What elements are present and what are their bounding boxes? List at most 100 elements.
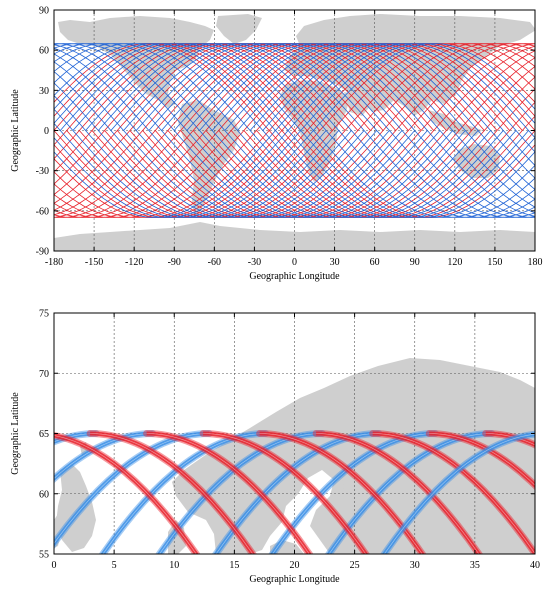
- ground-track-descending: [161, 43, 535, 218]
- ground-track-ascending: [167, 43, 535, 218]
- ground-track-descending: [54, 130, 276, 218]
- europe-track-chart: 0 5 10 15 20 25 30 35 40 55 60 65 70 75 Geographic L…: [10, 309, 550, 586]
- y-tick-label: 30: [39, 86, 49, 97]
- landmass-denmark: [168, 520, 186, 554]
- landmass-kola: [430, 372, 500, 404]
- world-track-chart: -180 -150 -120 -90 -60 -30 0 30 60 90 120 150 180 -9…: [10, 6, 543, 283]
- x-tick-label: -90: [168, 257, 181, 268]
- track-band-highlight: [90, 433, 254, 554]
- x-tick-label: 120: [447, 257, 462, 268]
- track-band-highlight: [203, 433, 367, 554]
- ground-track-ascending: [218, 57, 535, 218]
- x-tick-label: 40: [530, 560, 540, 571]
- ground-track-ascending: [230, 65, 535, 218]
- ground-track-ascending: [243, 76, 535, 218]
- y-tick-label: 60: [39, 489, 49, 500]
- ground-track-descending: [287, 43, 535, 139]
- x-tick-label: 10: [169, 560, 179, 571]
- y-tick-label: 60: [39, 46, 49, 57]
- x-axis-label-1: Geographic Longitude: [249, 271, 340, 282]
- ground-track-ascending: [192, 45, 535, 218]
- x-tick-label: 5: [112, 560, 117, 571]
- ground-track-ascending: [104, 43, 535, 218]
- track-band-highlight: [384, 433, 535, 554]
- ground-track-ascending: [142, 43, 535, 218]
- x-tick-label: -180: [45, 257, 63, 268]
- ground-track-ascending: [154, 43, 535, 218]
- y-tick-label: 0: [44, 126, 49, 137]
- ground-track-descending: [85, 43, 535, 218]
- track-band-core: [542, 434, 550, 560]
- landmass-south-america: [178, 100, 240, 218]
- x-tick-label: 0: [292, 257, 297, 268]
- y-tick-label: 75: [39, 309, 49, 320]
- ground-track-descending: [97, 43, 535, 218]
- ground-track-descending: [199, 43, 535, 214]
- ground-track-ascending: [268, 101, 535, 218]
- ground-track-ascending: [79, 43, 535, 218]
- x-tick-label: 25: [350, 560, 360, 571]
- x-tick-label: -60: [208, 257, 221, 268]
- ground-track-ascending: [116, 43, 535, 218]
- y-tick-label: -30: [36, 166, 49, 177]
- ground-track-descending: [313, 43, 535, 131]
- track-band-highlight: [542, 434, 550, 560]
- ground-track-ascending: [306, 130, 535, 218]
- track-band-highlight: [316, 433, 480, 554]
- ground-track-descending: [300, 43, 535, 131]
- y-tick-label: 90: [39, 6, 49, 17]
- x-tick-label: 30: [330, 257, 340, 268]
- x-ticks-2: 0 5 10 15 20 25 30 35 40: [52, 313, 540, 571]
- y-tick-label: 70: [39, 369, 49, 380]
- ground-track-ascending: [281, 115, 535, 218]
- y-ticks-1: -90 -60 -30 0 30 60 90: [36, 6, 535, 258]
- landmass-greenland: [216, 14, 262, 44]
- x-tick-label: 180: [528, 257, 543, 268]
- tracks-1: [54, 43, 535, 218]
- track-band-highlight: [146, 433, 310, 554]
- ground-track-ascending: [256, 88, 535, 218]
- ground-track-descending: [186, 43, 535, 217]
- ground-track-ascending: [129, 43, 535, 218]
- track-band: [542, 434, 550, 560]
- track-band-highlight: [372, 433, 535, 554]
- y-axis-label-2: Geographic Latitude: [10, 392, 21, 475]
- ground-track-ascending: [54, 43, 270, 131]
- ground-track-descending: [135, 43, 535, 218]
- ground-track-descending: [54, 130, 289, 218]
- ground-track-ascending: [91, 43, 535, 218]
- tracks-2: [54, 430, 550, 560]
- y-tick-label: 65: [39, 429, 49, 440]
- y-tick-label: 55: [39, 550, 49, 561]
- y-axis-label-1: Geographic Latitude: [10, 89, 21, 172]
- track-band-highlight: [54, 435, 197, 554]
- ground-track-descending: [110, 43, 535, 218]
- ground-track-ascending: [180, 43, 535, 218]
- ground-track-ascending: [205, 50, 535, 218]
- x-tick-label: 30: [410, 560, 420, 571]
- x-tick-label: 20: [290, 560, 300, 571]
- x-tick-label: 90: [410, 257, 420, 268]
- y-tick-label: -90: [36, 247, 49, 258]
- x-axis-label-2: Geographic Longitude: [249, 574, 340, 585]
- ground-track-descending: [148, 43, 535, 218]
- ground-track-ascending: [54, 43, 295, 132]
- x-tick-label: 0: [52, 560, 57, 571]
- y-ticks-2: 55 60 65 70 75: [39, 309, 535, 561]
- ground-track-descending: [249, 43, 535, 179]
- ground-track-descending: [173, 43, 535, 218]
- x-tick-label: 60: [370, 257, 380, 268]
- x-ticks-1: -180 -150 -120 -90 -60 -30 0 30 60 90 120 150 180: [45, 10, 543, 268]
- ground-track-descending: [211, 43, 535, 208]
- y-tick-label: -60: [36, 206, 49, 217]
- ground-track-ascending: [54, 43, 283, 131]
- ground-track-descending: [237, 43, 535, 190]
- x-tick-label: 150: [487, 257, 502, 268]
- x-tick-label: -120: [125, 257, 143, 268]
- ground-track-descending: [262, 43, 535, 167]
- x-tick-label: -30: [248, 257, 261, 268]
- ground-track-ascending: [294, 129, 535, 218]
- x-tick-label: 15: [229, 560, 239, 571]
- ground-track-descending: [123, 43, 535, 218]
